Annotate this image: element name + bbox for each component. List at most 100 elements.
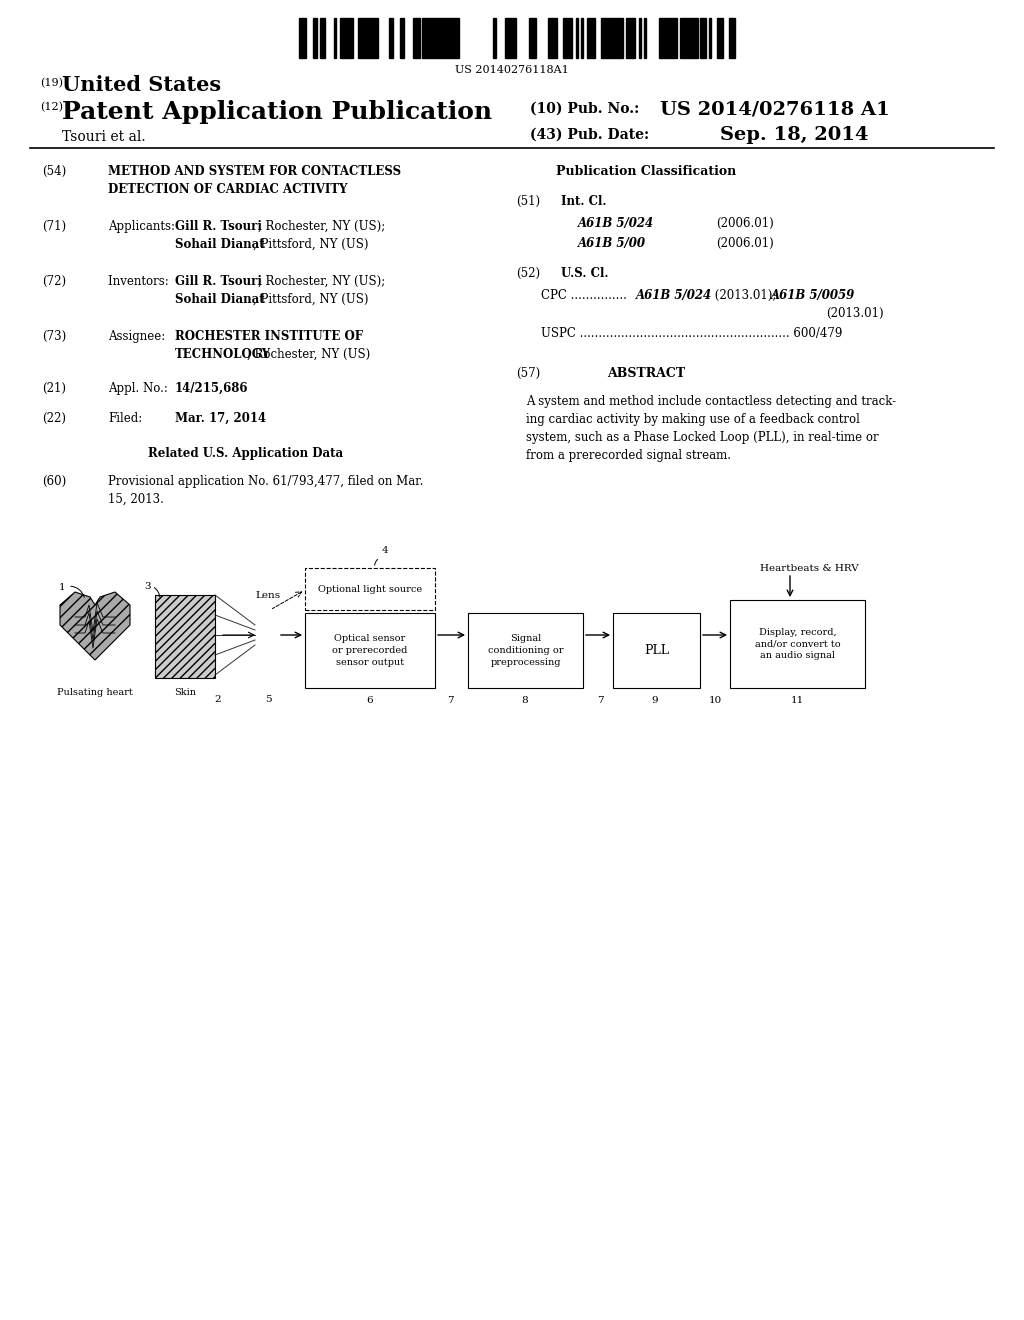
Bar bbox=[303, 18, 306, 58]
Text: (10) Pub. No.:: (10) Pub. No.: bbox=[530, 102, 639, 116]
Text: ing cardiac activity by making use of a feedback control: ing cardiac activity by making use of a … bbox=[526, 413, 860, 426]
Text: (2006.01): (2006.01) bbox=[716, 238, 774, 249]
Bar bbox=[299, 18, 303, 58]
Bar bbox=[620, 18, 623, 58]
Text: US 2014/0276118 A1: US 2014/0276118 A1 bbox=[660, 100, 890, 117]
Text: Lens: Lens bbox=[255, 591, 281, 601]
Text: 1: 1 bbox=[58, 583, 66, 591]
Bar bbox=[667, 18, 673, 58]
Bar bbox=[346, 18, 349, 58]
Text: Gill R. Tsouri: Gill R. Tsouri bbox=[175, 220, 262, 234]
Text: Filed:: Filed: bbox=[108, 412, 142, 425]
Text: 7: 7 bbox=[597, 696, 603, 705]
Bar bbox=[368, 18, 372, 58]
Bar bbox=[399, 18, 403, 58]
Bar bbox=[508, 18, 516, 58]
Text: United States: United States bbox=[62, 75, 221, 95]
Text: Gill R. Tsouri: Gill R. Tsouri bbox=[175, 275, 262, 288]
Text: A61B 5/024: A61B 5/024 bbox=[578, 216, 654, 230]
Bar bbox=[729, 18, 735, 58]
Bar bbox=[673, 18, 677, 58]
Bar bbox=[601, 18, 605, 58]
Text: Mar. 17, 2014: Mar. 17, 2014 bbox=[175, 412, 266, 425]
Bar bbox=[305, 568, 435, 610]
Text: (22): (22) bbox=[42, 412, 66, 425]
Bar bbox=[389, 18, 393, 58]
Bar bbox=[581, 18, 583, 58]
Bar bbox=[416, 18, 420, 58]
Bar bbox=[613, 612, 700, 688]
Bar bbox=[684, 18, 690, 58]
Text: 8: 8 bbox=[521, 696, 528, 705]
Bar bbox=[730, 601, 865, 688]
Text: , Rochester, NY (US);: , Rochester, NY (US); bbox=[258, 220, 385, 234]
Bar bbox=[626, 18, 632, 58]
Text: (73): (73) bbox=[42, 330, 67, 343]
Text: (12): (12) bbox=[40, 102, 63, 112]
Text: Heartbeats & HRV: Heartbeats & HRV bbox=[760, 564, 859, 573]
Bar bbox=[493, 18, 496, 58]
Text: Pulsating heart: Pulsating heart bbox=[57, 688, 133, 697]
Bar bbox=[608, 18, 616, 58]
Bar bbox=[505, 18, 508, 58]
Text: A system and method include contactless detecting and track-: A system and method include contactless … bbox=[526, 395, 896, 408]
Text: 14/215,686: 14/215,686 bbox=[175, 381, 249, 395]
Text: (2013.01);: (2013.01); bbox=[711, 289, 780, 302]
Text: Applicants:: Applicants: bbox=[108, 220, 175, 234]
Bar bbox=[372, 18, 378, 58]
Bar bbox=[690, 18, 693, 58]
Bar bbox=[680, 18, 684, 58]
Text: , Rochester, NY (US): , Rochester, NY (US) bbox=[247, 348, 371, 360]
Bar bbox=[155, 595, 215, 678]
Text: PLL: PLL bbox=[644, 644, 669, 657]
Text: (71): (71) bbox=[42, 220, 67, 234]
Text: Publication Classification: Publication Classification bbox=[556, 165, 736, 178]
Bar bbox=[364, 18, 368, 58]
Text: USPC ........................................................ 600/479: USPC ...................................… bbox=[541, 327, 843, 341]
Text: Int. Cl.: Int. Cl. bbox=[561, 195, 606, 209]
Bar bbox=[452, 18, 456, 58]
Text: A61B 5/00: A61B 5/00 bbox=[578, 238, 646, 249]
Text: Appl. No.:: Appl. No.: bbox=[108, 381, 172, 395]
Bar bbox=[548, 18, 551, 58]
Text: , Pittsford, NY (US): , Pittsford, NY (US) bbox=[253, 293, 369, 306]
Text: (52): (52) bbox=[516, 267, 540, 280]
Text: CPC ...............: CPC ............... bbox=[541, 289, 631, 302]
Text: from a prerecorded signal stream.: from a prerecorded signal stream. bbox=[526, 449, 731, 462]
Bar bbox=[323, 18, 325, 58]
Bar bbox=[340, 18, 346, 58]
Text: 5: 5 bbox=[264, 696, 271, 704]
Text: ABSTRACT: ABSTRACT bbox=[607, 367, 685, 380]
Bar bbox=[349, 18, 353, 58]
Bar bbox=[644, 18, 646, 58]
Text: Tsouri et al.: Tsouri et al. bbox=[62, 129, 145, 144]
Text: Patent Application Publication: Patent Application Publication bbox=[62, 100, 493, 124]
Bar bbox=[305, 612, 435, 688]
Text: 11: 11 bbox=[791, 696, 804, 705]
Text: (21): (21) bbox=[42, 381, 66, 395]
Bar bbox=[702, 18, 706, 58]
Bar bbox=[449, 18, 452, 58]
Bar bbox=[430, 18, 438, 58]
Text: 10: 10 bbox=[709, 696, 722, 705]
Bar bbox=[616, 18, 620, 58]
Text: 6: 6 bbox=[367, 696, 374, 705]
Text: U.S. Cl.: U.S. Cl. bbox=[561, 267, 608, 280]
Text: Optional light source: Optional light source bbox=[317, 585, 422, 594]
Text: (60): (60) bbox=[42, 475, 67, 488]
Text: Sohail Dianat: Sohail Dianat bbox=[175, 238, 264, 251]
Text: (2013.01): (2013.01) bbox=[826, 308, 884, 319]
Bar bbox=[551, 18, 557, 58]
Text: ROCHESTER INSTITUTE OF: ROCHESTER INSTITUTE OF bbox=[175, 330, 362, 343]
Bar bbox=[662, 18, 665, 58]
Bar bbox=[587, 18, 595, 58]
Text: METHOD AND SYSTEM FOR CONTACTLESS: METHOD AND SYSTEM FOR CONTACTLESS bbox=[108, 165, 401, 178]
Text: Provisional application No. 61/793,477, filed on Mar.: Provisional application No. 61/793,477, … bbox=[108, 475, 423, 488]
Bar bbox=[665, 18, 667, 58]
Text: A61B 5/0059: A61B 5/0059 bbox=[771, 289, 855, 302]
Text: DETECTION OF CARDIAC ACTIVITY: DETECTION OF CARDIAC ACTIVITY bbox=[108, 183, 347, 195]
Text: 2: 2 bbox=[215, 696, 221, 704]
Bar bbox=[357, 18, 364, 58]
Text: (2006.01): (2006.01) bbox=[716, 216, 774, 230]
Text: 3: 3 bbox=[144, 582, 152, 591]
